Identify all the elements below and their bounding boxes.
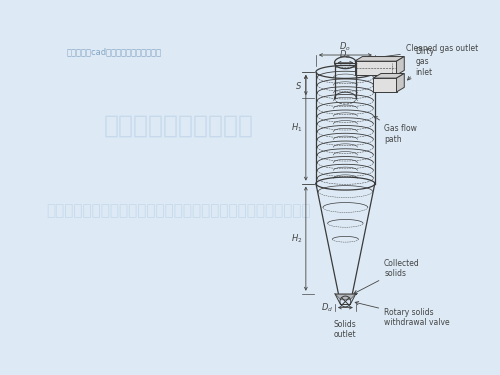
Text: $D_e$: $D_e$: [340, 49, 351, 61]
Text: 一、旋风除尘器的结构: 一、旋风除尘器的结构: [104, 114, 254, 138]
Polygon shape: [396, 57, 404, 75]
Polygon shape: [374, 74, 404, 78]
Text: Dirty
gas
inlet: Dirty gas inlet: [408, 47, 434, 80]
Text: 旋风除尘器由进气管、筒体、锥体、出气管、下灰管、灰斗组成。: 旋风除尘器由进气管、筒体、锥体、出气管、下灰管、灰斗组成。: [46, 203, 311, 218]
Text: $H_1$: $H_1$: [290, 122, 302, 134]
Text: $S$: $S$: [295, 80, 302, 90]
Text: $H_2$: $H_2$: [290, 232, 302, 245]
Polygon shape: [335, 294, 356, 300]
Polygon shape: [354, 61, 397, 75]
Text: $W_i$: $W_i$: [380, 66, 390, 76]
Text: $D_o$: $D_o$: [340, 40, 351, 53]
Text: 旋风除尘器cad结构图纸设计及技术参数: 旋风除尘器cad结构图纸设计及技术参数: [66, 47, 162, 56]
Text: Rotary solids
withdrawal valve: Rotary solids withdrawal valve: [355, 302, 450, 327]
Text: Cleaned gas outlet: Cleaned gas outlet: [370, 45, 478, 60]
Polygon shape: [354, 57, 405, 61]
Text: Collected
solids: Collected solids: [354, 259, 420, 294]
Text: $D_d$: $D_d$: [321, 302, 334, 314]
Polygon shape: [374, 78, 396, 92]
Text: $H$: $H$: [385, 81, 392, 90]
Text: Solids
outlet: Solids outlet: [334, 320, 357, 339]
Polygon shape: [396, 74, 404, 92]
Text: Gas flow
path: Gas flow path: [374, 116, 417, 144]
